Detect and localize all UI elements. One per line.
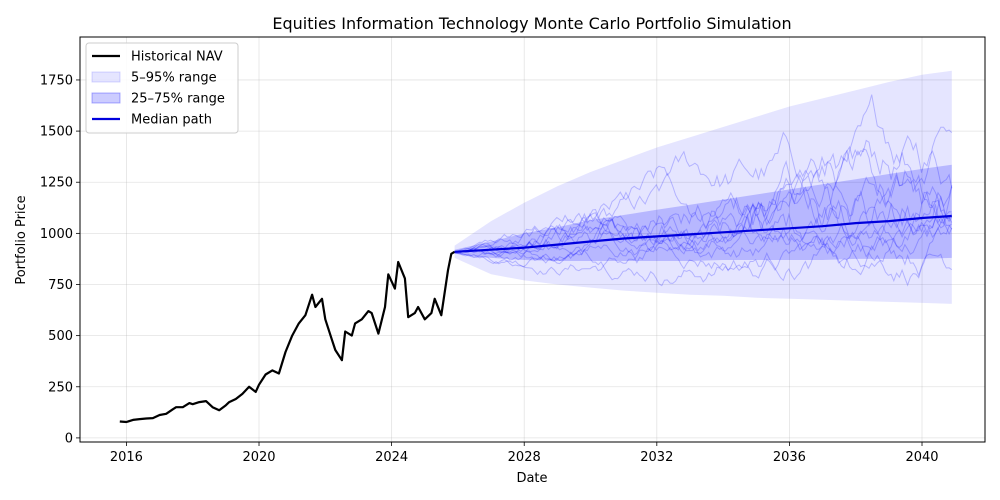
y-tick-label: 250 xyxy=(48,380,73,395)
sample-path-line xyxy=(454,169,953,253)
legend-swatch-band_outer xyxy=(91,71,121,83)
x-tick-label: 2036 xyxy=(773,450,806,465)
sample-path-line xyxy=(454,134,953,255)
band-5-95 xyxy=(454,70,952,304)
sample-path-line xyxy=(454,126,953,258)
chart-title: Equities Information Technology Monte Ca… xyxy=(272,14,791,33)
legend-label-band_inner: 25–75% range xyxy=(131,92,225,107)
y-tick-label: 500 xyxy=(48,329,73,344)
y-axis-label: Portfolio Price xyxy=(14,195,29,284)
y-tick-label: 1750 xyxy=(40,73,73,88)
sample-path-line xyxy=(454,191,953,282)
x-tick-label: 2028 xyxy=(508,450,541,465)
x-tick-label: 2016 xyxy=(110,450,143,465)
y-tick-label: 1000 xyxy=(40,227,73,242)
x-axis-label: Date xyxy=(516,471,547,486)
sample-path-line xyxy=(454,185,953,276)
historical-nav-line xyxy=(119,250,456,424)
legend-label-band_outer: 5–95% range xyxy=(131,71,217,86)
sample-path-line xyxy=(454,199,953,277)
sample-path-line xyxy=(454,94,952,253)
legend-swatch-band_inner xyxy=(91,92,121,104)
confidence-bands xyxy=(454,70,952,304)
sample-path-line xyxy=(454,174,953,256)
plot-frame xyxy=(79,36,986,443)
x-tick-label: 2024 xyxy=(375,450,408,465)
x-tick-label: 2040 xyxy=(905,450,938,465)
y-axis-ticks: 0 250 500 750 1000 1250 1500 1750 xyxy=(40,73,80,446)
sample-path-line xyxy=(454,186,953,253)
y-tick-label: 1500 xyxy=(40,125,73,140)
y-tick-label: 0 xyxy=(65,431,73,446)
sample-paths xyxy=(454,94,953,287)
sample-path-line xyxy=(454,212,953,276)
legend: Historical NAV 5–95% range 25–75% range Med… xyxy=(85,42,239,134)
x-tick-label: 2020 xyxy=(242,450,275,465)
legend-label-historical: Historical NAV xyxy=(131,50,223,65)
median-path-line xyxy=(454,214,952,253)
x-tick-label: 2032 xyxy=(640,450,673,465)
legend-box xyxy=(85,42,239,134)
grid-lines xyxy=(80,37,985,442)
band-25-75 xyxy=(454,164,952,261)
legend-label-median: Median path xyxy=(131,113,212,128)
y-tick-label: 1250 xyxy=(40,176,73,191)
sample-path-line xyxy=(454,160,953,268)
x-axis-ticks: 2016 2020 2024 2028 2032 2036 2040 xyxy=(110,442,939,465)
sample-path-line xyxy=(454,216,953,287)
series-lines xyxy=(119,214,952,424)
y-tick-label: 750 xyxy=(48,278,73,293)
